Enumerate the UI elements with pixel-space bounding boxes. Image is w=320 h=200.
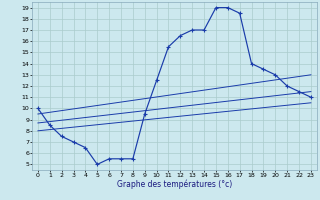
X-axis label: Graphe des températures (°c): Graphe des températures (°c) [117, 179, 232, 189]
